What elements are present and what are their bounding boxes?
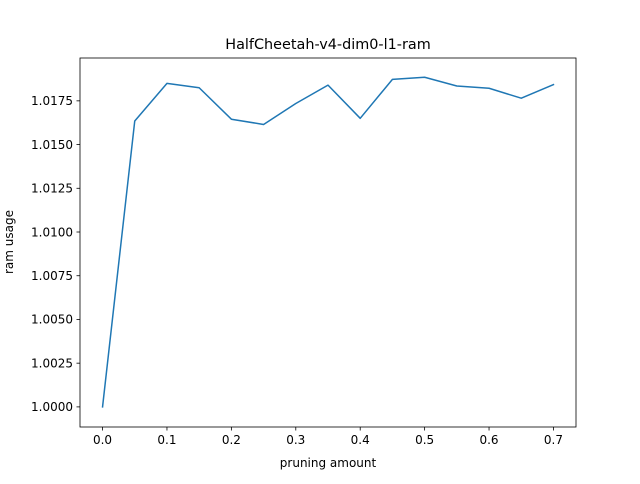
axes-frame (79, 57, 577, 428)
x-tick-label: 0.0 (93, 433, 112, 447)
y-tick-label: 1.0075 (31, 269, 73, 283)
y-tick-label: 1.0025 (31, 356, 73, 370)
x-tick-label: 0.6 (479, 433, 498, 447)
series-line-0 (101, 76, 555, 408)
y-axis-label: ram usage (2, 210, 16, 274)
y-tick-label: 1.0000 (31, 400, 73, 414)
y-tick-label: 1.0150 (31, 138, 73, 152)
x-tick-label: 0.4 (351, 433, 370, 447)
chart-title: HalfCheetah-v4-dim0-l1-ram (225, 37, 430, 53)
x-tick-label: 0.2 (222, 433, 241, 447)
x-tick-label: 0.1 (157, 433, 176, 447)
x-tick-label: 0.5 (415, 433, 434, 447)
x-tick-label: 0.3 (286, 433, 305, 447)
y-tick-label: 1.0100 (31, 225, 73, 239)
y-tick-label: 1.0175 (31, 94, 73, 108)
y-tick-label: 1.0050 (31, 313, 73, 327)
x-tick-label: 0.7 (544, 433, 563, 447)
x-axis-label: pruning amount (280, 456, 377, 470)
plot-area: 0.0 0.1 0.2 0.3 0.4 0.5 0.6 0.7 1.0000 1.0025 1.00… (31, 57, 577, 447)
y-tick-label: 1.0125 (31, 182, 73, 196)
